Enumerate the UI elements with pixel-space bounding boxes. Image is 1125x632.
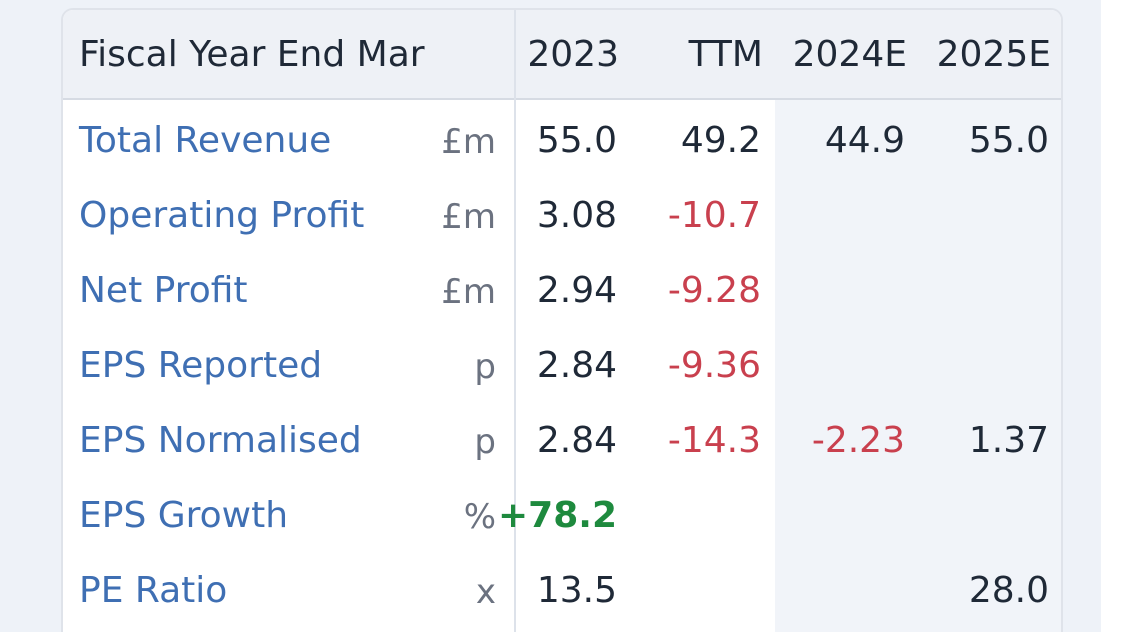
header-col-2025e: 2025E [936, 34, 1051, 75]
column-shade-2025e [919, 10, 1061, 632]
column-divider [514, 10, 516, 632]
financials-table: Fiscal Year End Mar 2023 TTM 2024E 2025E… [61, 8, 1063, 632]
table-header: Fiscal Year End Mar 2023 TTM 2024E 2025E [63, 10, 1061, 100]
value-2023: 13.5 [536, 570, 617, 611]
row-label-pe-ratio[interactable]: PE Ratio [79, 570, 228, 611]
row-label-eps-growth[interactable]: EPS Growth [79, 495, 289, 536]
header-fiscal-year-label: Fiscal Year End Mar [79, 34, 425, 75]
row-label-net-profit[interactable]: Net Profit [79, 270, 248, 311]
row-unit: £m [441, 122, 496, 162]
row-label-total-revenue[interactable]: Total Revenue [79, 120, 332, 161]
value-ttm: -10.7 [667, 195, 761, 236]
value-2024e: -2.23 [811, 420, 905, 461]
row-unit: p [474, 347, 496, 387]
column-shade-2024e [775, 10, 919, 632]
value-2023: 55.0 [536, 120, 617, 161]
row-unit: £m [441, 272, 496, 312]
value-2023: 2.94 [536, 270, 617, 311]
row-label-eps-normalised[interactable]: EPS Normalised [79, 420, 362, 461]
header-col-2023: 2023 [527, 34, 619, 75]
header-col-2024e: 2024E [792, 34, 907, 75]
value-ttm: 49.2 [680, 120, 761, 161]
value-2023: 2.84 [536, 420, 617, 461]
row-unit: % [463, 497, 496, 537]
right-edge-panel [1101, 0, 1125, 632]
value-2023: 2.84 [536, 345, 617, 386]
value-2023: +78.2 [498, 495, 617, 536]
value-ttm: -14.3 [667, 420, 761, 461]
value-2025e: 55.0 [968, 120, 1049, 161]
value-2024e: 44.9 [824, 120, 905, 161]
header-col-ttm: TTM [688, 34, 763, 75]
value-2023: 3.08 [536, 195, 617, 236]
value-2025e: 28.0 [968, 570, 1049, 611]
value-ttm: -9.28 [667, 270, 761, 311]
row-unit: x [475, 572, 496, 612]
value-2025e: 1.37 [968, 420, 1049, 461]
row-unit: p [474, 422, 496, 462]
row-unit: £m [441, 197, 496, 237]
row-label-eps-reported[interactable]: EPS Reported [79, 345, 323, 386]
value-ttm: -9.36 [667, 345, 761, 386]
row-label-operating-profit[interactable]: Operating Profit [79, 195, 365, 236]
